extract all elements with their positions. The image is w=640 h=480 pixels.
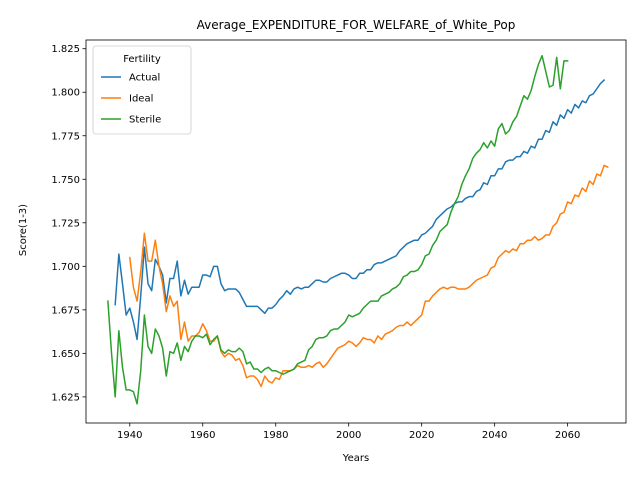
x-tick-label: 1940 [117,430,142,441]
plot-area [85,39,627,424]
x-tick-label: 1960 [190,430,215,441]
legend-box [92,45,192,135]
y-tick-label: 1.625 [51,392,80,403]
y-tick-label: 1.650 [51,349,80,360]
x-tick-label: 2060 [555,430,580,441]
legend-entry-actual: Actual [129,73,160,84]
legend-entry-ideal: Ideal [129,94,153,105]
y-tick-label: 1.825 [51,44,80,55]
legend-entry-sterile: Sterile [129,115,161,126]
y-axis-label: Score(1-3) [18,204,29,256]
series-line-actual [114,78,606,341]
series-line-ideal [128,164,609,388]
series-line-sterile [107,54,569,405]
chart-title: Average_EXPENDITURE_FOR_WELFARE_of_White… [197,18,516,32]
x-axis: 1940 1960 1980 2000 2020 2040 2060 [117,423,580,441]
x-tick-label: 2040 [482,430,507,441]
y-tick-label: 1.725 [51,218,80,229]
y-tick-label: 1.750 [51,175,80,186]
y-tick-label: 1.800 [51,88,80,99]
y-tick-label: 1.775 [51,131,80,142]
y-tick-label: 1.675 [51,305,80,316]
legend-title: Fertility [123,54,161,65]
x-tick-label: 1980 [263,430,288,441]
x-tick-label: 2020 [409,430,434,441]
legend: Fertility Actual Ideal Sterile [92,45,192,135]
y-axis: 1.625 1.650 1.675 1.700 1.725 1.750 1.775 1.800… [51,44,86,403]
x-axis-label: Years [342,453,369,464]
y-tick-label: 1.700 [51,262,80,273]
x-tick-label: 2000 [336,430,361,441]
plot-frame [85,39,627,424]
